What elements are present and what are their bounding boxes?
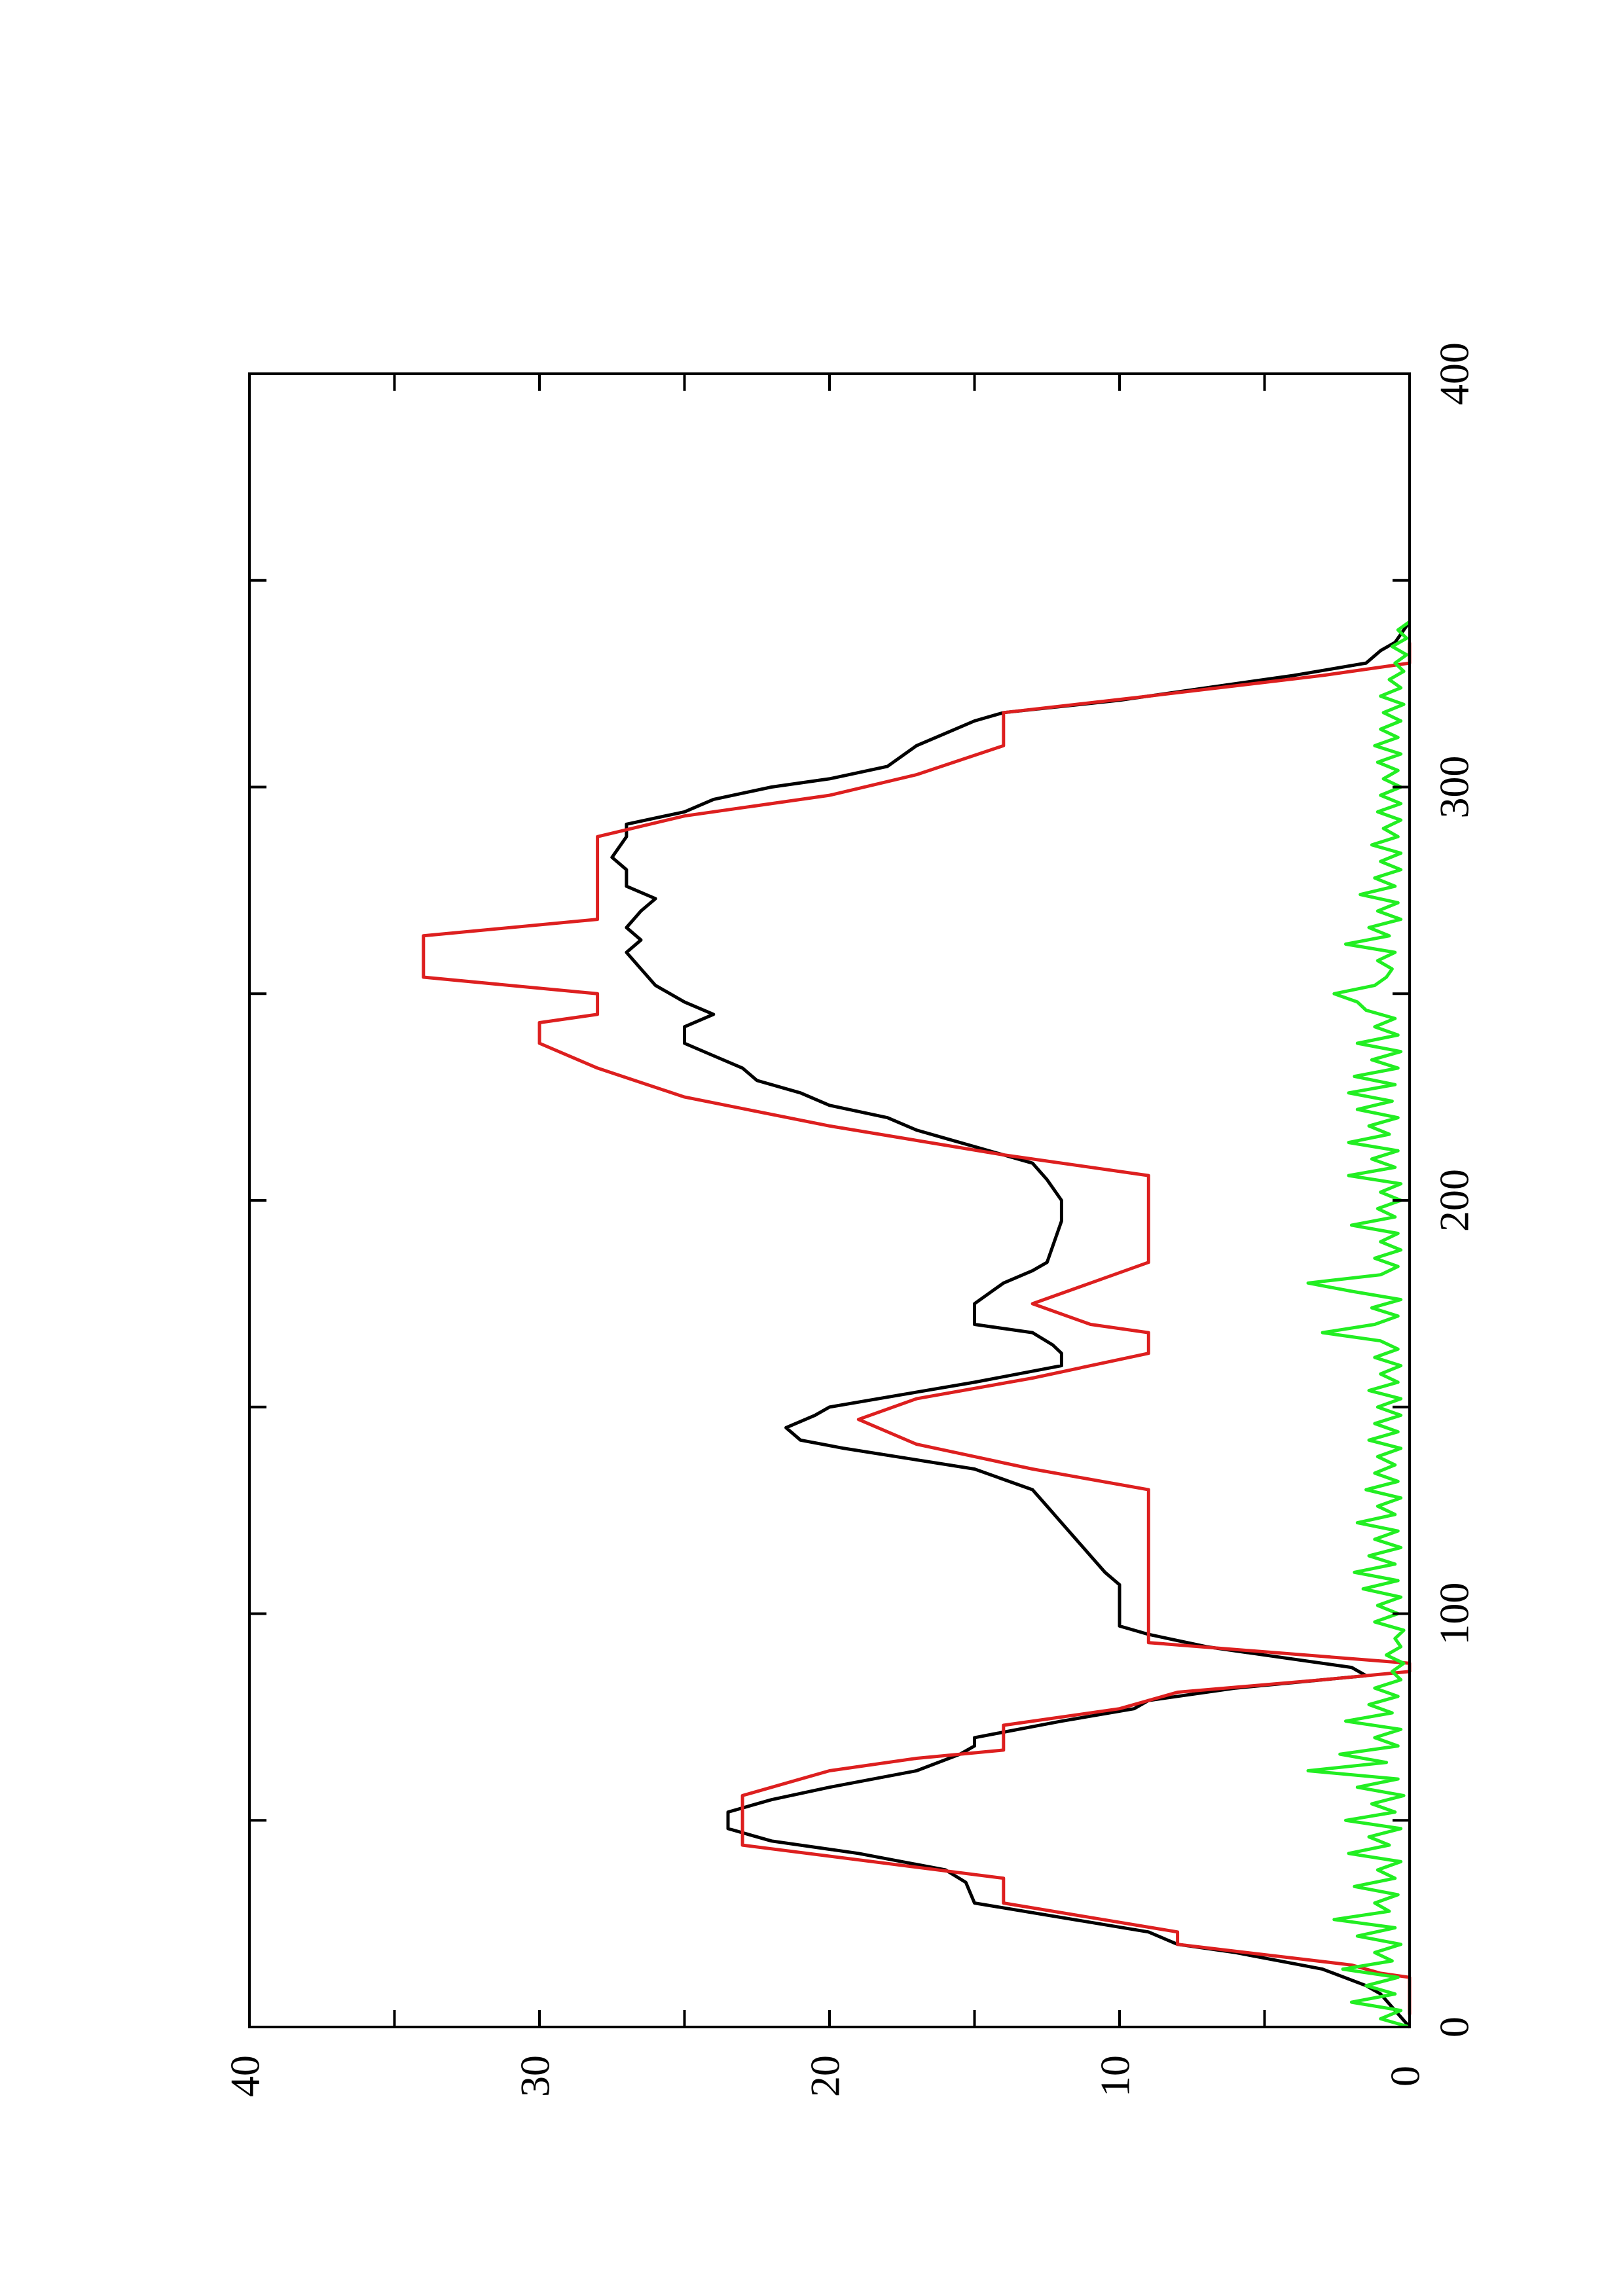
series-line-3	[1306, 620, 1411, 2029]
series-line-2	[422, 642, 1412, 2015]
x-tick-label: 200	[1431, 1169, 1478, 1232]
x-tick-label: 100	[1431, 1583, 1478, 1645]
y-tick-label: 30	[512, 2055, 558, 2097]
y-tick-label: 40	[222, 2055, 268, 2097]
series-layer	[422, 620, 1412, 2029]
x-tick-label: 300	[1431, 756, 1478, 819]
y-tick-label: 10	[1092, 2055, 1139, 2097]
y-tick-label: 20	[802, 2055, 848, 2097]
x-tick-label: 400	[1431, 342, 1478, 405]
y-tick-label: 0	[1382, 2066, 1429, 2087]
tick-layer: 0 100 200 300 400 0 10 20 30 40	[222, 342, 1478, 2097]
x-tick-label: 0	[1431, 2017, 1478, 2037]
